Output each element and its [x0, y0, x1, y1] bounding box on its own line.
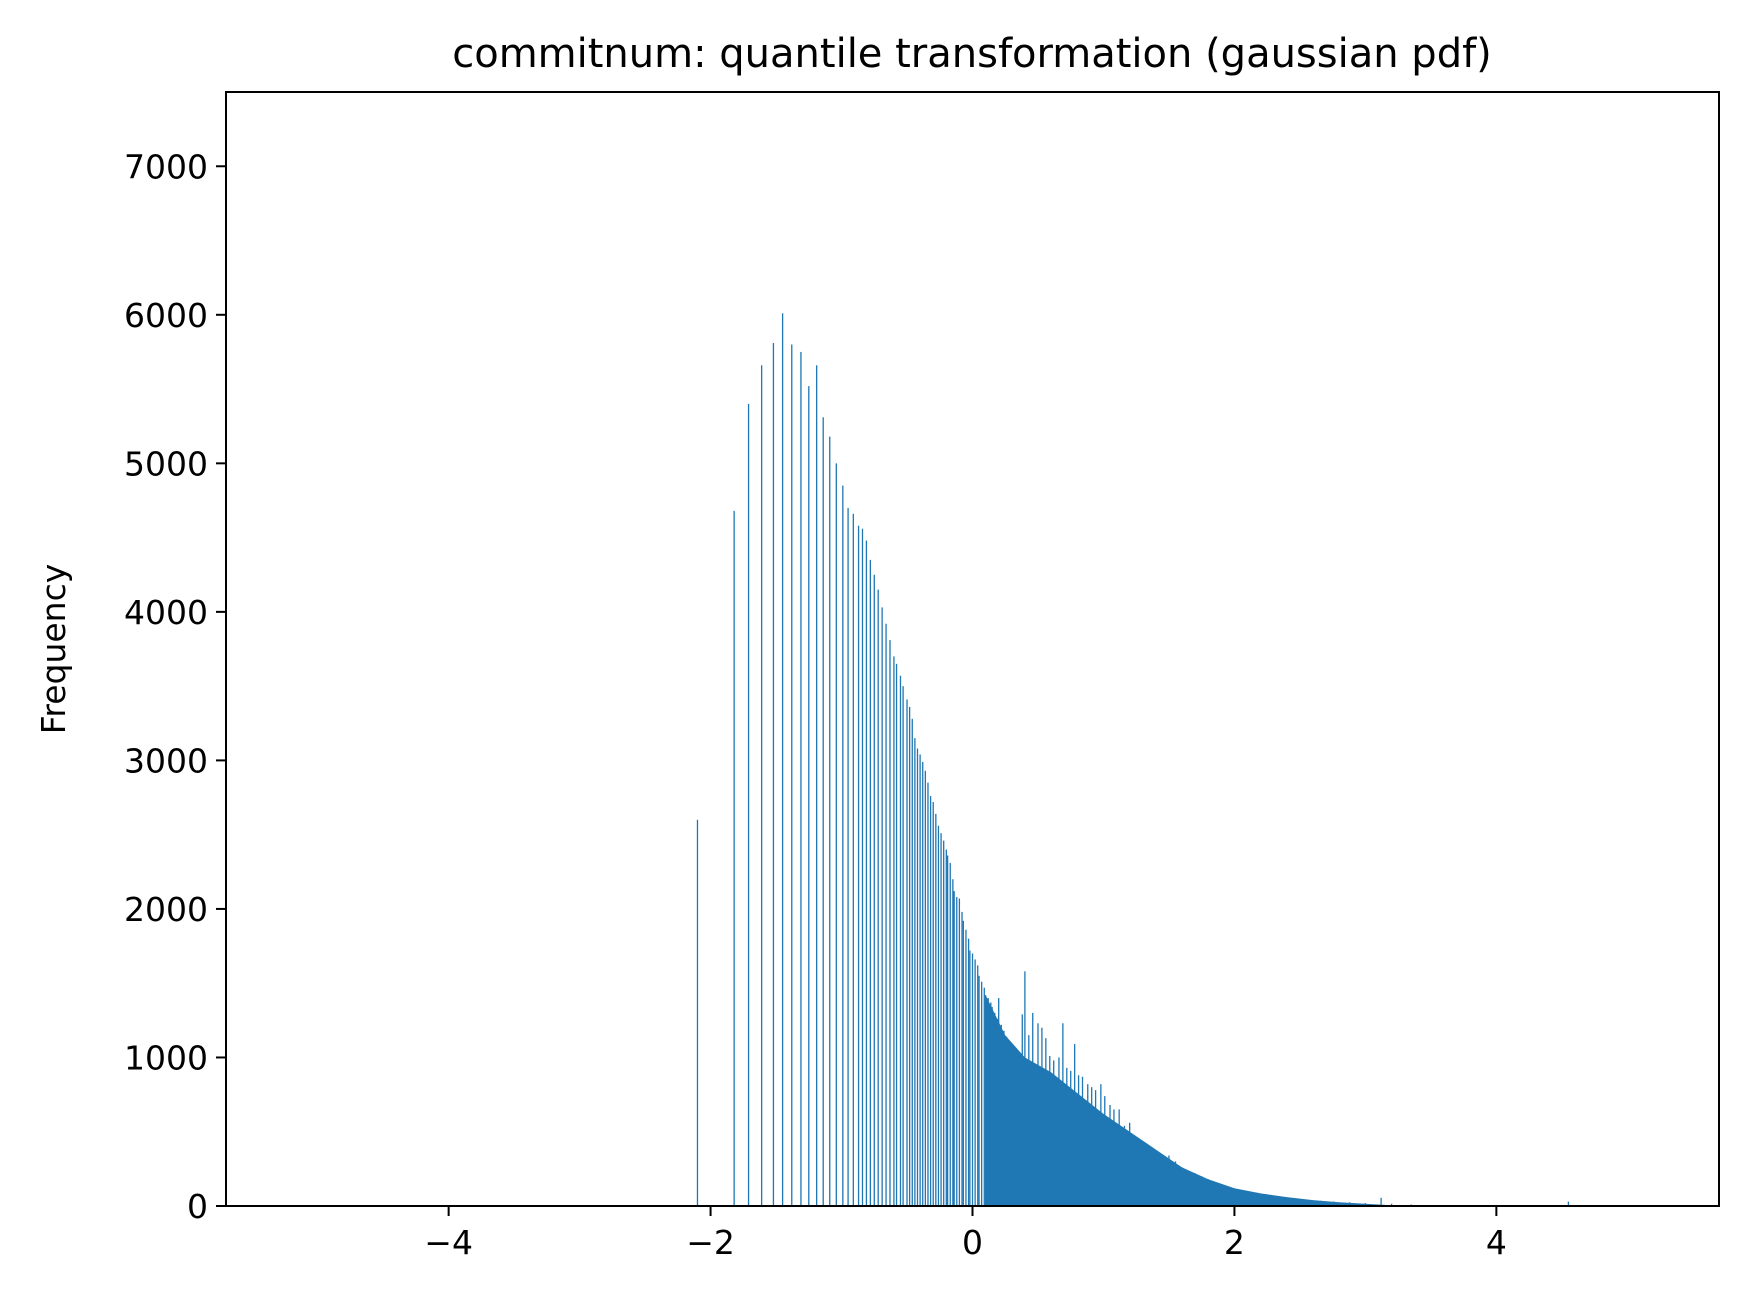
histogram-bar [940, 833, 942, 1206]
histogram-bar [852, 513, 854, 1206]
y-tick-label: 0 [187, 1187, 208, 1226]
histogram-bar [911, 718, 913, 1206]
y-axis-label: Frequency [34, 564, 73, 734]
y-tick-label: 7000 [124, 147, 208, 186]
histogram-bar [919, 754, 921, 1206]
y-tick-label: 5000 [124, 444, 208, 483]
histogram-bar [861, 528, 864, 1206]
y-tick-label: 2000 [124, 890, 208, 929]
y-axis-ticks: 0 1000 2000 3000 4000 5000 6000 7000 [124, 147, 226, 1226]
histogram-bar [842, 485, 844, 1206]
histogram-bar [983, 987, 985, 1206]
histogram-bar [761, 365, 763, 1206]
histogram-bar [847, 507, 849, 1206]
histogram-bar [927, 782, 929, 1206]
histogram-bar [967, 938, 970, 1206]
y-tick-label: 3000 [124, 741, 208, 780]
histogram-bar [908, 706, 911, 1206]
histogram-bar [969, 950, 971, 1206]
histogram-bar [1567, 1201, 1570, 1206]
histogram-bar [902, 686, 904, 1206]
histogram-bar [772, 343, 775, 1206]
histogram-bar [747, 403, 750, 1206]
x-tick-label: 2 [1224, 1223, 1245, 1262]
y-tick-label: 4000 [124, 593, 208, 632]
histogram-bar [822, 417, 824, 1206]
histogram-bar [835, 463, 837, 1207]
histogram-bar [961, 911, 963, 1206]
histogram-bar [1380, 1197, 1382, 1206]
histogram-bar [893, 656, 895, 1206]
histogram-bar [781, 313, 784, 1206]
histogram-bar [696, 819, 699, 1206]
histogram-bar [869, 559, 871, 1206]
histogram-bar [881, 607, 883, 1206]
histogram-bar [962, 920, 964, 1206]
histogram-bar [971, 953, 974, 1206]
histogram-bar [929, 796, 932, 1206]
histogram-bar [953, 891, 955, 1206]
histogram-bar [949, 862, 951, 1206]
histogram-bar [974, 959, 976, 1206]
histogram-bar [885, 623, 887, 1206]
histogram-bar [906, 699, 908, 1206]
y-tick-label: 6000 [124, 296, 208, 335]
y-tick-label: 1000 [124, 1038, 208, 1077]
histogram-bar [914, 738, 916, 1206]
histogram-bar [800, 351, 802, 1206]
histogram-bar [1390, 1203, 1393, 1206]
histogram-bar [791, 344, 793, 1206]
histogram-bar [935, 813, 937, 1206]
histogram-bar [978, 975, 980, 1206]
histogram-bar [965, 929, 967, 1206]
histogram-bar [937, 825, 940, 1206]
histogram-bar [924, 770, 926, 1206]
histogram-bar [945, 849, 947, 1206]
histogram-bar [946, 855, 949, 1206]
x-tick-label: −2 [686, 1223, 735, 1262]
histogram-bar [889, 640, 891, 1206]
histogram-bar [932, 801, 934, 1206]
histogram-bar [916, 748, 919, 1206]
histogram-bar [977, 965, 979, 1206]
histogram-dense-bins [985, 995, 1392, 1206]
x-tick-label: 4 [1486, 1223, 1507, 1262]
histogram-bar [922, 761, 924, 1206]
histogram-bar [956, 897, 958, 1206]
histogram-bar [981, 981, 983, 1206]
histogram-bar [829, 436, 831, 1207]
histogram-bar [958, 898, 961, 1206]
histogram-bar [877, 589, 879, 1206]
histogram-bar [733, 510, 735, 1206]
histogram-bar [895, 663, 898, 1206]
x-tick-label: −4 [424, 1223, 473, 1262]
x-axis-ticks: −4 −2 0 2 4 [424, 1206, 1507, 1262]
x-tick-label: 0 [962, 1223, 983, 1262]
histogram-bar [873, 574, 875, 1206]
bars-layer [696, 313, 1570, 1207]
histogram-bar [865, 540, 868, 1206]
histogram-bar [808, 386, 810, 1207]
histogram-bar [943, 840, 945, 1206]
histogram-bar [899, 675, 902, 1206]
histogram-bar [857, 525, 860, 1206]
histogram-bar [816, 365, 818, 1206]
chart-title: commitnum: quantile transformation (gaus… [452, 31, 1492, 77]
histogram-bar [952, 879, 954, 1206]
